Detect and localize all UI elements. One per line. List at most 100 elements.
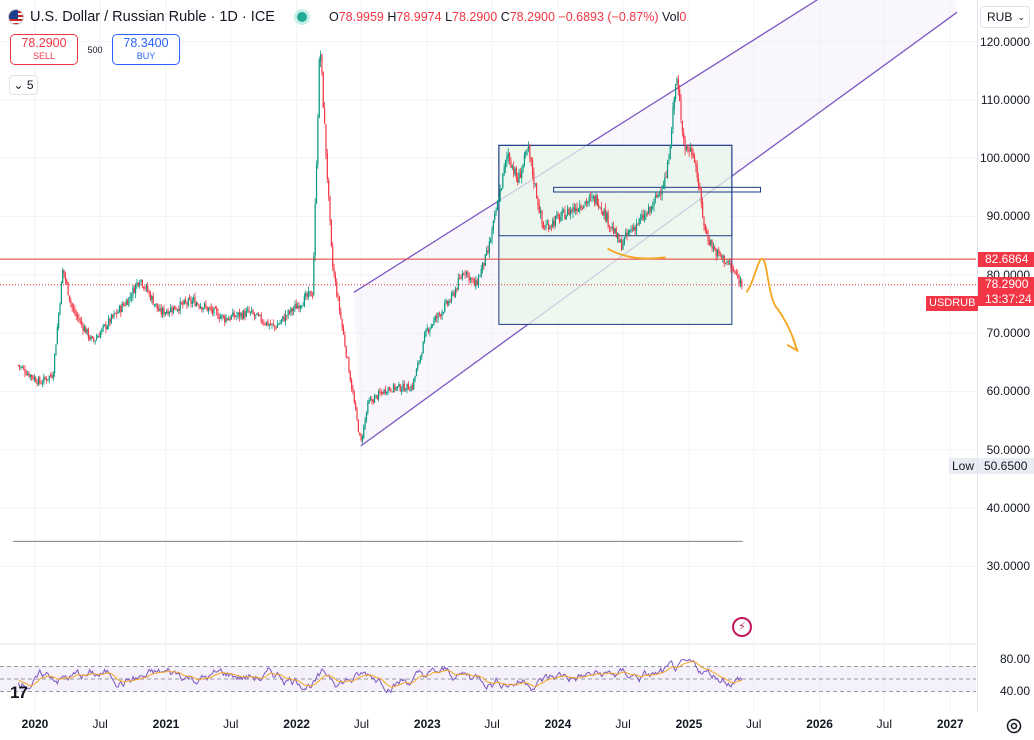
candle-body <box>351 379 353 389</box>
gear-icon[interactable] <box>1005 717 1023 735</box>
candle-body <box>415 368 418 377</box>
candle-body <box>469 277 472 281</box>
candle-body <box>526 150 528 152</box>
candle-body <box>364 419 366 427</box>
market-status-icon[interactable] <box>296 12 307 22</box>
currency-selector[interactable]: RUB ⌄ <box>980 6 1030 28</box>
candle-body <box>676 79 678 84</box>
candle-body <box>345 346 347 357</box>
candle-body <box>662 185 665 189</box>
candle-body <box>373 396 376 403</box>
candle-body <box>232 312 234 317</box>
candle-body <box>727 261 729 263</box>
candle-body <box>305 293 307 297</box>
candle-body <box>388 387 391 390</box>
candle-body <box>180 302 183 304</box>
candle-body <box>322 72 324 108</box>
candle-body <box>484 254 486 266</box>
candle-body <box>149 292 152 301</box>
lightning-icon[interactable]: ⚡ <box>732 617 752 637</box>
candle-body <box>495 211 497 213</box>
candle-body <box>535 183 538 199</box>
candle-body <box>596 195 598 205</box>
candle-body <box>148 292 150 293</box>
candle-body <box>465 271 467 275</box>
symbol-header: U.S. Dollar / Russian Ruble · 1D · ICE O… <box>8 6 686 28</box>
candle-body <box>71 303 73 308</box>
time-axis-label: 2022 <box>283 717 310 731</box>
candle-body <box>76 314 79 318</box>
candle-body <box>696 165 698 178</box>
candle-body <box>140 279 142 282</box>
candle-body <box>699 187 701 190</box>
ohlc-values: O78.9959 H78.9974 L78.2900 C78.2900 −0.6… <box>328 10 687 24</box>
candle-body <box>411 385 413 389</box>
candle-body <box>391 391 393 393</box>
rectangle-2 <box>498 144 733 237</box>
candle-body <box>714 246 716 251</box>
time-axis-label: Jul <box>484 717 500 731</box>
candle-body <box>176 309 179 310</box>
candle-body <box>184 300 187 303</box>
candle-body <box>288 310 291 314</box>
candle-body <box>48 375 50 380</box>
time-axis-label: 2024 <box>544 717 572 731</box>
candle-body <box>117 311 119 314</box>
candle-body <box>365 412 368 421</box>
candle-body <box>326 153 328 180</box>
candle-body <box>62 269 64 284</box>
candle-body <box>463 274 465 275</box>
time-axis-label: Jul <box>223 717 239 731</box>
candle-body <box>384 389 386 394</box>
candle-body <box>457 278 459 290</box>
candle-body <box>508 153 511 162</box>
candle-body <box>32 376 34 380</box>
tradingview-logo[interactable]: 17 <box>10 683 28 702</box>
candle-body <box>49 375 52 376</box>
candle-body <box>454 288 457 297</box>
candle-body <box>441 311 443 317</box>
candle-body <box>502 173 504 188</box>
chevron-down-icon: ⌄ <box>13 78 24 92</box>
candle-body <box>488 241 490 253</box>
candle-body <box>402 383 404 390</box>
price-axis-label: 70.0000 <box>986 326 1030 341</box>
candle-body <box>125 300 127 306</box>
candle-body <box>197 303 199 305</box>
candle-body <box>341 319 343 328</box>
symbol-title[interactable]: U.S. Dollar / Russian Ruble · 1D · ICE <box>30 9 275 25</box>
close-value: 78.2900 <box>509 10 555 24</box>
candle-body <box>82 324 84 331</box>
candle-body <box>59 303 61 314</box>
candle-body <box>201 306 203 310</box>
candle-body <box>679 89 681 102</box>
candle-body <box>380 392 382 393</box>
candle-body <box>573 207 575 211</box>
sell-button[interactable]: 78.2900 SELL <box>10 34 78 65</box>
time-axis-label: Jul <box>876 717 893 731</box>
candle-body <box>360 434 362 441</box>
candle-body <box>741 280 743 287</box>
candle-body <box>665 176 667 178</box>
candle-body <box>692 153 694 157</box>
candle-body <box>132 287 134 297</box>
candle-body <box>90 336 92 340</box>
candle-body <box>93 338 95 341</box>
candle-body <box>43 376 45 383</box>
candle-body <box>178 308 180 311</box>
candle-body <box>724 262 727 264</box>
candle-body <box>205 304 207 307</box>
candle-body <box>368 400 370 403</box>
price-axis-label: 50.0000 <box>986 442 1030 457</box>
candle-body <box>637 223 639 225</box>
candle-body <box>731 268 733 270</box>
trade-panel: 78.2900 SELL 500 78.3400 BUY <box>10 34 180 65</box>
candle-body <box>70 300 72 303</box>
candle-body <box>66 279 68 284</box>
spread-value: 500 <box>87 44 103 55</box>
buy-button[interactable]: 78.3400 BUY <box>112 34 180 65</box>
candle-body <box>707 234 709 241</box>
candle-body <box>328 180 330 196</box>
indicators-collapse-button[interactable]: ⌄ 5 <box>9 75 38 95</box>
